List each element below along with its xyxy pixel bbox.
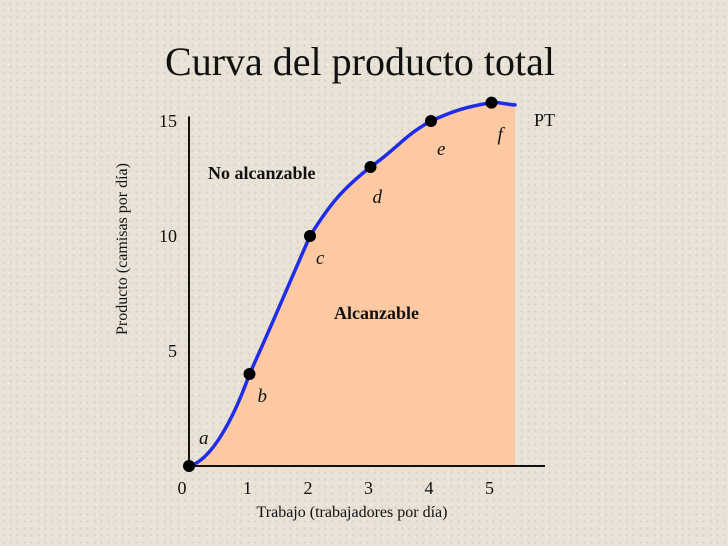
x-tick-label: 2	[304, 478, 313, 498]
point-label: c	[316, 248, 325, 269]
curve-label: PT	[534, 110, 555, 130]
point-label: f	[498, 125, 506, 146]
data-point	[425, 115, 437, 127]
x-tick-label: 0	[178, 478, 187, 498]
chart-title: Curva del producto total	[165, 39, 555, 84]
attainable-region	[189, 102, 515, 466]
point-label: d	[373, 187, 383, 208]
data-point	[243, 368, 256, 380]
point-label: e	[437, 139, 445, 160]
data-point	[183, 460, 195, 472]
unattainable-region-label: No alcanzable	[208, 163, 316, 183]
x-axis-label: Trabajo (trabajadores por día)	[257, 504, 448, 521]
point-label: b	[258, 386, 268, 407]
attainable-region-label: Alcanzable	[334, 303, 419, 323]
point-label: a	[199, 428, 209, 449]
y-tick-label: 10	[159, 226, 177, 246]
data-point	[485, 96, 498, 109]
y-tick-label: 5	[168, 341, 177, 361]
x-tick-label: 4	[425, 478, 434, 498]
y-axis-label: Producto (camisas por día)	[114, 163, 131, 335]
data-point	[304, 230, 316, 242]
y-tick-label: 15	[159, 111, 177, 131]
x-tick-label: 5	[485, 478, 494, 498]
x-tick-label: 3	[364, 478, 373, 498]
data-point	[364, 161, 377, 173]
x-tick-label: 1	[243, 478, 252, 498]
